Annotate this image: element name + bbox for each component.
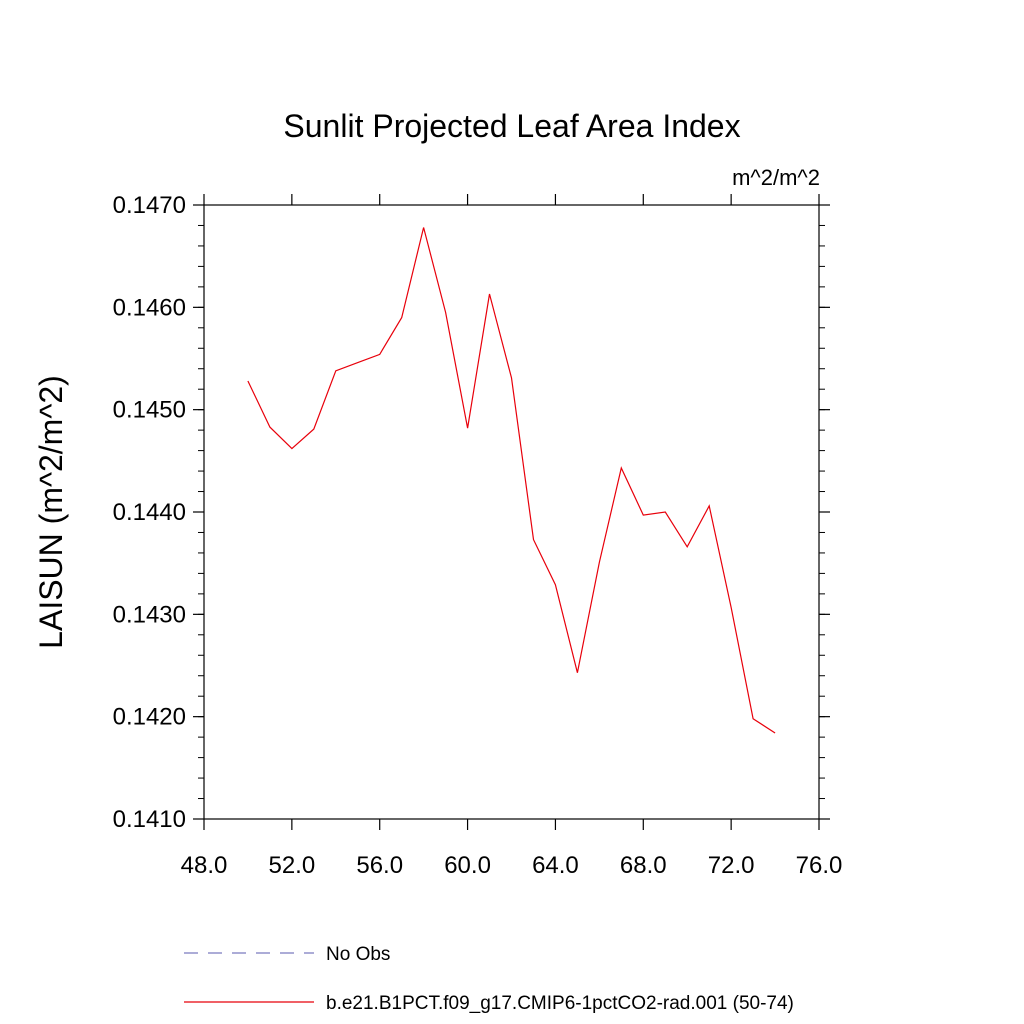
series-layer <box>247 227 776 734</box>
y-tick-label: 0.1460 <box>113 294 186 321</box>
chart-title: Sunlit Projected Leaf Area Index <box>283 108 740 144</box>
x-tick-label: 64.0 <box>532 852 579 879</box>
y-tick-label: 0.1450 <box>113 397 186 424</box>
x-tick-label: 68.0 <box>620 852 667 879</box>
series-line <box>247 227 776 734</box>
x-tick-label: 60.0 <box>444 852 491 879</box>
x-tick-label: 48.0 <box>181 852 228 879</box>
x-tick-label: 72.0 <box>708 852 755 879</box>
units-label: m^2/m^2 <box>732 165 820 190</box>
y-axis-label: LAISUN (m^2/m^2) <box>33 375 69 649</box>
legend-series-label: b.e21.B1PCT.f09_g17.CMIP6-1pctCO2-rad.00… <box>326 993 794 1014</box>
y-tick-label: 0.1420 <box>113 704 186 731</box>
y-tick-label: 0.1440 <box>113 499 186 526</box>
y-tick-label: 0.1430 <box>113 601 186 628</box>
y-tick-label: 0.1410 <box>113 806 186 833</box>
plot-frame <box>203 204 820 820</box>
x-tick-label: 52.0 <box>268 852 315 879</box>
x-tick-label: 56.0 <box>356 852 403 879</box>
x-tick-label: 76.0 <box>796 852 843 879</box>
axis-ticks: 0.1410 0.1420 0.1430 0.1440 0.1450 0.1460 0.14… <box>113 192 843 879</box>
legend-no-obs-label: No Obs <box>326 944 390 965</box>
y-tick-label: 0.1470 <box>113 192 186 219</box>
